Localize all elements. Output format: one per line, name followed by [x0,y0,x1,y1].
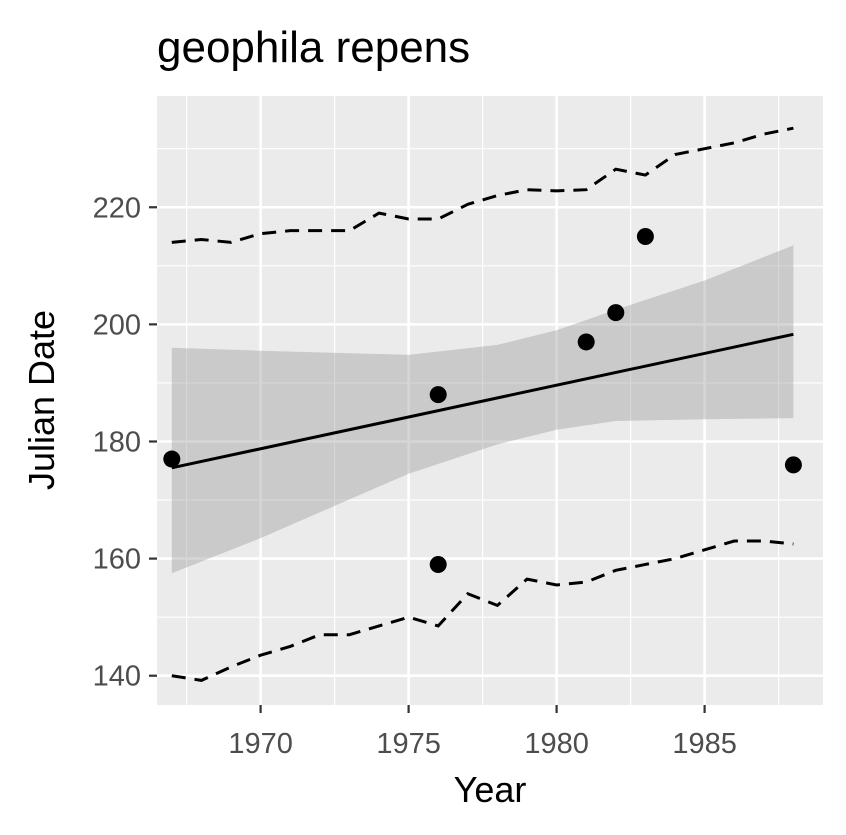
x-tick-label: 1975 [376,728,441,760]
y-tick-label: 200 [93,309,141,341]
upper-quantile-line [171,126,794,244]
confidence-band [171,245,794,574]
data-point [636,228,654,246]
x-axis-title: Year [454,769,527,810]
x-tick-label: 1970 [228,728,293,760]
data-point [577,333,595,351]
y-axis: 140 160 180 200 220 [93,192,157,693]
y-tick-label: 160 [93,544,141,576]
x-axis: 1970 1975 1980 1985 [228,705,737,760]
regression-line [171,332,794,470]
data-points [163,228,802,573]
y-tick-label: 180 [93,426,141,458]
lower-quantile-line [171,539,794,682]
y-tick-label: 140 [93,661,141,693]
x-tick-label: 1980 [524,728,589,760]
grid-major [157,96,823,705]
data-point [607,304,625,322]
data-point [784,456,802,474]
y-axis-title: Julian Date [21,310,62,490]
data-point [429,555,447,573]
x-tick-label: 1985 [672,728,737,760]
data-point [163,450,181,468]
y-tick-label: 220 [93,192,141,224]
data-point [429,386,447,404]
chart-title: geophila repens [157,23,470,72]
